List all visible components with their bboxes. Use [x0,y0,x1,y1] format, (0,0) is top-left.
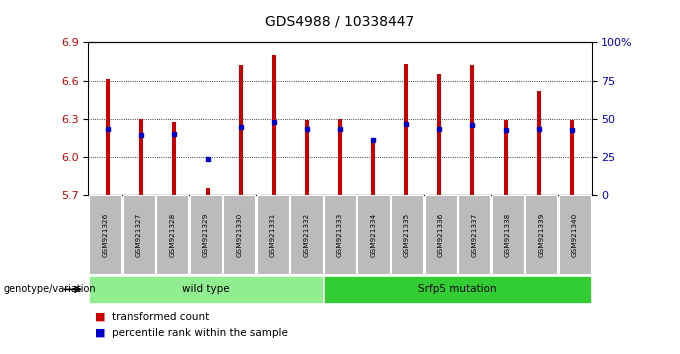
Bar [404,64,408,195]
Text: GSM921332: GSM921332 [303,212,309,257]
Text: GSM921333: GSM921333 [337,212,343,257]
Text: genotype/variation: genotype/variation [3,284,96,295]
Text: GDS4988 / 10338447: GDS4988 / 10338447 [265,14,415,28]
Text: GSM921328: GSM921328 [169,212,175,257]
Text: Srfp5 mutation: Srfp5 mutation [418,284,496,295]
Text: wild type: wild type [182,284,230,295]
Text: percentile rank within the sample: percentile rank within the sample [112,328,288,338]
Text: GSM921340: GSM921340 [572,212,578,257]
Bar [139,119,143,195]
Text: GSM921327: GSM921327 [136,212,141,257]
Text: GSM921335: GSM921335 [404,212,410,257]
Text: GSM921331: GSM921331 [270,212,276,257]
Text: ■: ■ [95,312,105,322]
Bar [305,120,309,195]
Text: GSM921330: GSM921330 [237,212,242,257]
Text: GSM921339: GSM921339 [539,212,544,257]
Bar [205,188,209,195]
Text: GSM921336: GSM921336 [438,212,443,257]
Bar [437,74,441,195]
Text: GSM921329: GSM921329 [203,212,209,257]
Text: GSM921338: GSM921338 [505,212,511,257]
Bar [173,122,177,195]
Bar [371,139,375,195]
Bar [272,55,276,195]
Bar [504,120,507,195]
Text: transformed count: transformed count [112,312,209,322]
Text: ■: ■ [95,328,105,338]
Bar [570,120,574,195]
Bar [106,79,110,195]
Bar [338,119,342,195]
Text: GSM921334: GSM921334 [371,212,377,257]
Bar [471,65,475,195]
Text: GSM921326: GSM921326 [102,212,108,257]
Text: GSM921337: GSM921337 [471,212,477,257]
Bar [239,65,243,195]
Bar [537,91,541,195]
